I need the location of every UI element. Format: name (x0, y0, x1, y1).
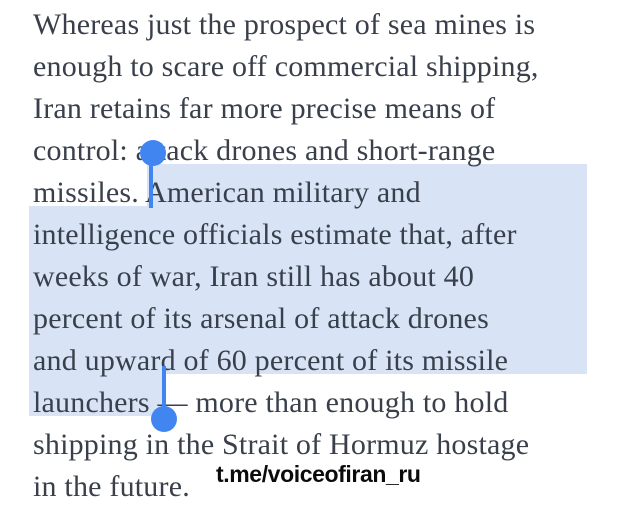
text-line: intelligence officials estimate that, af… (33, 218, 517, 251)
text-line: control: attack drones and short-range (33, 134, 496, 167)
text-line: and upward of 60 percent of its missile (33, 344, 509, 377)
text-line: Iran retains far more precise means of (33, 92, 496, 125)
selection-end-caret (162, 366, 166, 412)
text-line: in the future. (33, 470, 190, 503)
text-line: percent of its arsenal of attack drones (33, 302, 489, 335)
selection-end-handle-icon[interactable] (151, 406, 177, 432)
text-line: launchers — more than enough to hold (33, 386, 509, 419)
text-line: Whereas just the prospect of sea mines i… (33, 8, 536, 41)
selection-start-caret (149, 164, 153, 208)
text-line: shipping in the Strait of Hormuz hostage (33, 428, 530, 461)
watermark-telegram-link: t.me/voiceofiran_ru (216, 461, 421, 487)
selection-highlight-band-middle (29, 206, 587, 374)
text-line: enough to scare off commercial shipping, (33, 50, 539, 83)
text-line: missiles. American military and (33, 176, 421, 209)
selection-highlight-band-bottom (29, 374, 164, 416)
text-line: weeks of war, Iran still has about 40 (33, 260, 475, 293)
selection-highlight-band-top (147, 164, 587, 206)
selection-start-handle-icon[interactable] (140, 140, 166, 166)
